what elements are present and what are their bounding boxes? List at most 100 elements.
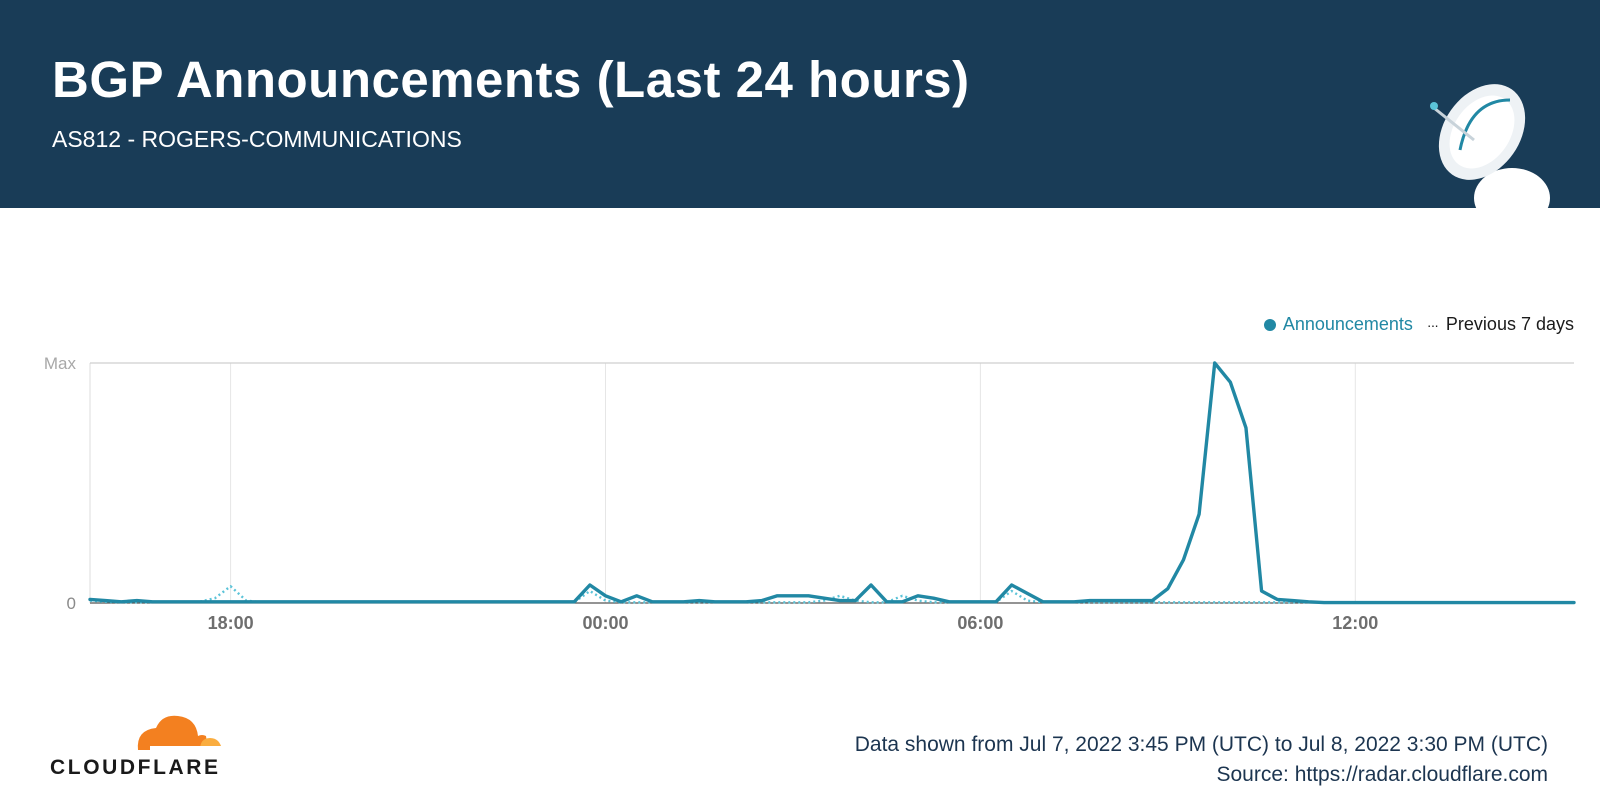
data-point-announcements [870, 584, 873, 587]
y-tick-label-zero: 0 [67, 594, 76, 613]
data-point-previous-7-days [354, 601, 356, 603]
data-point-previous-7-days [714, 601, 716, 603]
data-point-previous-7-days [823, 599, 825, 601]
data-point-previous-7-days [1010, 590, 1012, 592]
data-point-previous-7-days [807, 601, 809, 603]
data-point-previous-7-days [1245, 601, 1247, 603]
data-point-announcements [1010, 584, 1013, 587]
y-tick-label-max: Max [44, 354, 77, 373]
data-point-announcements [1213, 362, 1216, 365]
data-point-previous-7-days [1057, 601, 1059, 603]
data-point-previous-7-days [479, 601, 481, 603]
data-point-previous-7-days [745, 601, 747, 603]
data-point-previous-7-days [432, 601, 434, 603]
data-point-announcements [1182, 558, 1185, 561]
series-line-announcements [88, 361, 1576, 605]
data-point-announcements [229, 600, 232, 603]
data-point-previous-7-days [292, 601, 294, 603]
data-point-previous-7-days [1182, 601, 1184, 603]
data-point-previous-7-days [854, 599, 856, 601]
data-point-previous-7-days [964, 601, 966, 603]
data-point-announcements [588, 584, 591, 587]
data-point-previous-7-days [1214, 601, 1216, 603]
data-point-previous-7-days [1479, 601, 1481, 603]
data-point-previous-7-days [573, 601, 575, 603]
chart-series [88, 361, 1576, 605]
data-point-announcements [1229, 381, 1232, 384]
legend-item-previous[interactable]: ··· Previous 7 days [1427, 314, 1574, 335]
header-banner: BGP Announcements (Last 24 hours) AS812 … [0, 0, 1600, 208]
data-point-previous-7-days [761, 601, 763, 603]
x-tick-label: 00:00 [582, 613, 628, 633]
data-point-previous-7-days [557, 601, 559, 603]
data-point-previous-7-days [1557, 601, 1559, 603]
data-point-previous-7-days [1448, 601, 1450, 603]
data-point-previous-7-days [542, 601, 544, 603]
data-point-previous-7-days [229, 585, 231, 587]
data-point-previous-7-days [464, 601, 466, 603]
data-point-announcements [901, 600, 904, 603]
data-point-announcements [1276, 598, 1279, 601]
data-point-previous-7-days [526, 601, 528, 603]
data-point-announcements [1245, 426, 1248, 429]
chart-legend: Announcements ··· Previous 7 days [1263, 314, 1574, 335]
data-point-previous-7-days [917, 599, 919, 601]
data-point-announcements [932, 597, 935, 600]
data-point-previous-7-days [386, 601, 388, 603]
data-point-announcements [1026, 592, 1029, 595]
data-point-previous-7-days [167, 601, 169, 603]
data-point-previous-7-days [151, 601, 153, 603]
data-point-previous-7-days [870, 601, 872, 603]
data-point-previous-7-days [1338, 601, 1340, 603]
data-point-previous-7-days [636, 601, 638, 603]
data-point-previous-7-days [1432, 601, 1434, 603]
legend-item-announcements[interactable]: Announcements [1263, 314, 1413, 335]
data-point-previous-7-days [276, 601, 278, 603]
data-point-previous-7-days [932, 601, 934, 603]
data-point-previous-7-days [1104, 601, 1106, 603]
data-point-previous-7-days [651, 601, 653, 603]
data-point-previous-7-days [979, 601, 981, 603]
data-point-previous-7-days [1198, 601, 1200, 603]
data-point-previous-7-days [1385, 601, 1387, 603]
legend-dot-icon [1263, 318, 1276, 331]
data-point-previous-7-days [1401, 601, 1403, 603]
data-point-announcements [1260, 590, 1263, 593]
data-point-previous-7-days [1026, 599, 1028, 601]
data-point-previous-7-days [339, 601, 341, 603]
satellite-dish-icon [1430, 84, 1550, 208]
cloudflare-cloud-icon [137, 715, 224, 750]
data-point-previous-7-days [1276, 601, 1278, 603]
legend-dotted-line-icon: ··· [1426, 316, 1439, 333]
legend-label-previous: Previous 7 days [1445, 314, 1574, 334]
data-point-previous-7-days [776, 601, 778, 603]
data-point-previous-7-days [323, 601, 325, 603]
data-point-announcements [807, 594, 810, 597]
data-point-previous-7-days [1073, 601, 1075, 603]
data-point-previous-7-days [620, 601, 622, 603]
data-point-announcements [792, 594, 795, 597]
data-point-previous-7-days [1510, 601, 1512, 603]
data-point-previous-7-days [1307, 601, 1309, 603]
page-subtitle: AS812 - ROGERS-COMMUNICATIONS [52, 126, 462, 152]
data-point-previous-7-days [1167, 601, 1169, 603]
data-point-previous-7-days [1229, 601, 1231, 603]
data-point-previous-7-days [401, 601, 403, 603]
data-point-announcements [1198, 513, 1201, 516]
data-point-previous-7-days [682, 601, 684, 603]
x-tick-label: 06:00 [957, 613, 1003, 633]
data-point-previous-7-days [698, 601, 700, 603]
data-point-previous-7-days [136, 601, 138, 603]
data-point-previous-7-days [948, 601, 950, 603]
page-title: BGP Announcements (Last 24 hours) [52, 51, 970, 108]
data-point-previous-7-days [1151, 601, 1153, 603]
data-point-previous-7-days [1292, 601, 1294, 603]
data-point-previous-7-days [885, 601, 887, 603]
data-point-previous-7-days [839, 595, 841, 597]
data-point-announcements [776, 594, 779, 597]
line-chart: 18:00 00:00 06:00 12:00 0 Max [44, 354, 1576, 633]
data-point-previous-7-days [667, 601, 669, 603]
data-point-previous-7-days [198, 601, 200, 603]
data-point-announcements [838, 599, 841, 602]
data-point-previous-7-days [729, 601, 731, 603]
